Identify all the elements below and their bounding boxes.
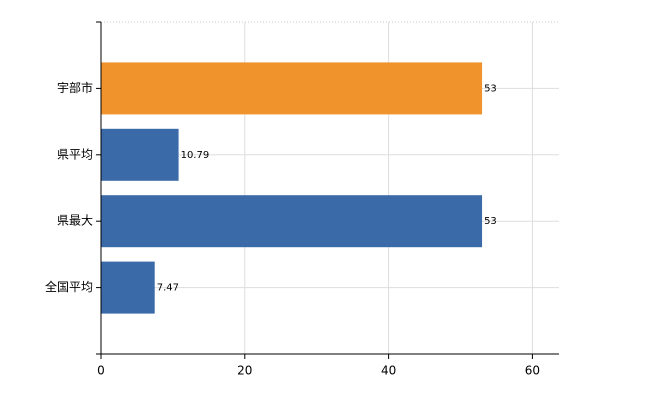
x-tick-label: 20 xyxy=(237,364,252,378)
y-tick-label: 県平均 xyxy=(57,147,93,161)
value-label: 10.79 xyxy=(181,150,210,161)
bar xyxy=(101,62,483,115)
y-tick-label: 県最大 xyxy=(57,214,93,228)
x-tick-label: 40 xyxy=(381,364,396,378)
x-tick-label: 0 xyxy=(97,364,105,378)
value-label: 53 xyxy=(484,83,497,94)
bar xyxy=(101,128,179,181)
bar xyxy=(101,261,155,314)
value-label: 53 xyxy=(484,216,497,227)
x-tick-label: 60 xyxy=(525,364,540,378)
bar xyxy=(101,195,483,248)
y-tick-label: 宇部市 xyxy=(57,80,93,95)
value-label: 7.47 xyxy=(157,283,179,294)
y-tick-label: 全国平均 xyxy=(45,279,93,294)
